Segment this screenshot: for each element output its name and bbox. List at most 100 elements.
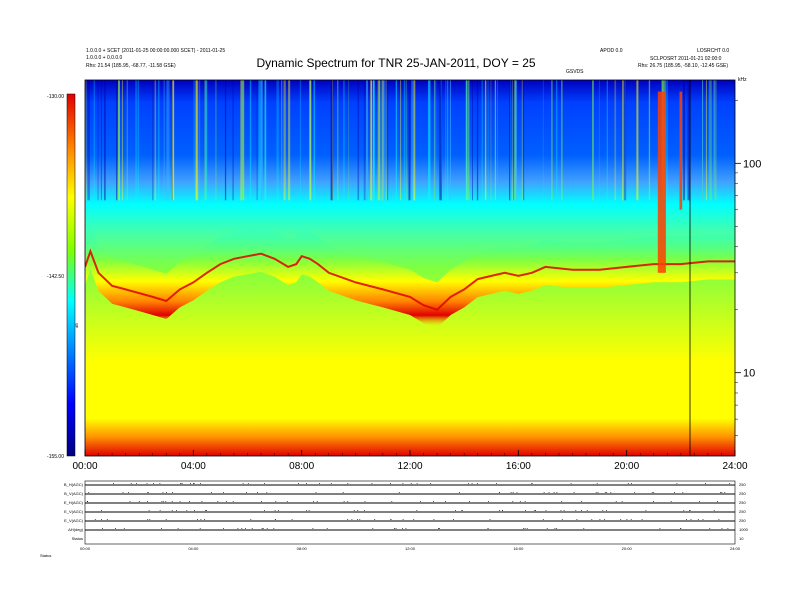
aux-trace-dot: [343, 501, 345, 502]
aux-trace-dot: [261, 528, 263, 529]
aux-trace-dot: [631, 483, 632, 484]
aux-trace-dot: [241, 528, 243, 529]
aux-trace-dot: [554, 528, 556, 529]
header-right-line0b: LOSRCHT 0.0: [697, 48, 730, 54]
spectral-stripe: [523, 80, 525, 201]
spectral-stripe: [484, 80, 487, 201]
aux-trace-dot: [193, 483, 195, 484]
aux-time-label: 24:00: [730, 546, 741, 551]
aux-trace-dot: [298, 483, 299, 484]
spectral-stripe: [377, 80, 380, 201]
aux-trace-dot: [201, 501, 203, 502]
aux-trace-dot: [641, 519, 643, 520]
aux-trace-dot: [621, 501, 623, 502]
header-left-line3: Rhs: 21.54 (185.95, -68.77, -11.58 GSE): [86, 63, 176, 69]
aux-trace-dot: [676, 483, 678, 484]
aux-panel-right-tick: 250: [739, 482, 746, 487]
aux-trace-dot: [487, 528, 489, 529]
colorbar-gradient: [66, 93, 76, 457]
spectral-stripe: [366, 80, 368, 201]
aux-trace-dot: [680, 528, 682, 529]
spectral-stripe: [623, 80, 627, 201]
spectral-stripe: [714, 80, 717, 201]
aux-trace-dot: [689, 510, 690, 511]
spectral-stripe: [496, 80, 499, 201]
spectral-stripe: [606, 80, 608, 201]
x-tick-label: 08:00: [289, 461, 314, 472]
aux-trace-dot: [225, 501, 227, 502]
spectral-stripe: [299, 80, 301, 201]
spectral-stripe: [513, 80, 515, 201]
aux-trace-dot: [264, 510, 265, 511]
aux-trace-dot: [391, 501, 393, 502]
aux-trace-dot: [153, 483, 154, 484]
spectral-stripe: [624, 80, 626, 201]
spectral-stripe: [85, 80, 87, 201]
aux-panel-right-tick: 1000: [739, 527, 749, 532]
x-tick-label: 00:00: [72, 461, 97, 472]
aux-trace-dot: [512, 501, 514, 502]
aux-trace-dot: [606, 510, 607, 511]
spectral-stripe: [490, 80, 492, 201]
aux-trace-dot: [330, 483, 332, 484]
aux-trace-dot: [489, 519, 491, 520]
aux-trace-dot: [306, 510, 307, 511]
spectral-stripe: [154, 80, 157, 201]
aux-trace-dot: [717, 501, 718, 502]
spectral-stripe: [406, 80, 407, 201]
aux-trace-dot: [374, 519, 376, 520]
aux-trace-dot: [545, 510, 547, 511]
aux-panel-label: E_V(AGC): [64, 509, 84, 514]
aux-trace-dot: [438, 528, 440, 529]
aux-trace-dot: [197, 519, 198, 520]
aux-trace-dot: [394, 528, 395, 529]
aux-trace-dot: [251, 528, 253, 529]
spectrogram: [85, 80, 735, 456]
spectral-stripe: [439, 80, 442, 201]
spectral-stripe: [126, 80, 128, 201]
aux-trace-dot: [245, 528, 246, 529]
aux-trace-dot: [342, 492, 344, 493]
aux-trace-dot: [194, 510, 195, 511]
aux-trace-dot: [630, 519, 632, 520]
spectral-stripe: [93, 80, 95, 201]
aux-time-label: 00:00: [80, 546, 91, 551]
aux-trace-dot: [461, 510, 463, 511]
plasma-line-core: [85, 248, 735, 311]
spectral-stripe: [648, 80, 651, 201]
aux-trace-dot: [181, 483, 183, 484]
spectral-stripe: [171, 80, 173, 201]
spectral-stripe: [100, 80, 102, 201]
aux-trace-dot: [620, 519, 622, 520]
aux-trace-dot: [596, 483, 598, 484]
spectral-stripe: [622, 80, 624, 201]
spectral-stripe: [330, 80, 333, 201]
header-right-line0: APOD 0.0: [600, 48, 623, 54]
aux-trace-dot: [477, 483, 478, 484]
aux-trace-dot: [523, 528, 524, 529]
aux-trace-dot: [306, 483, 307, 484]
aux-trace-dot: [113, 483, 114, 484]
aux-trace-dot: [604, 492, 606, 493]
spectral-stripe: [514, 80, 517, 201]
aux-trace-dot: [595, 492, 597, 493]
aux-trace-dot: [727, 528, 729, 529]
spectral-stripe: [249, 80, 252, 201]
aux-panel-label: E_H(AGC): [64, 500, 84, 505]
aux-trace-dot: [416, 510, 418, 511]
spectral-stripe: [449, 80, 451, 201]
aux-trace-dot: [138, 501, 140, 502]
aux-trace-dot: [149, 519, 151, 520]
spectral-stripe: [288, 80, 291, 201]
aux-trace-dot: [351, 519, 353, 520]
header-right-line1: SCLPOSRT 2011-01-21 02:00:0: [650, 56, 722, 62]
radio-burst: [679, 91, 683, 210]
x-tick-label: 20:00: [614, 461, 639, 472]
spectral-stripe: [494, 80, 496, 201]
aux-trace-dot: [166, 492, 167, 493]
aux-trace-dot: [581, 501, 583, 502]
spectral-stripe: [487, 80, 489, 201]
aux-trace-dot: [161, 501, 163, 502]
aux-trace-dot: [453, 519, 454, 520]
aux-trace-dot: [496, 483, 497, 484]
